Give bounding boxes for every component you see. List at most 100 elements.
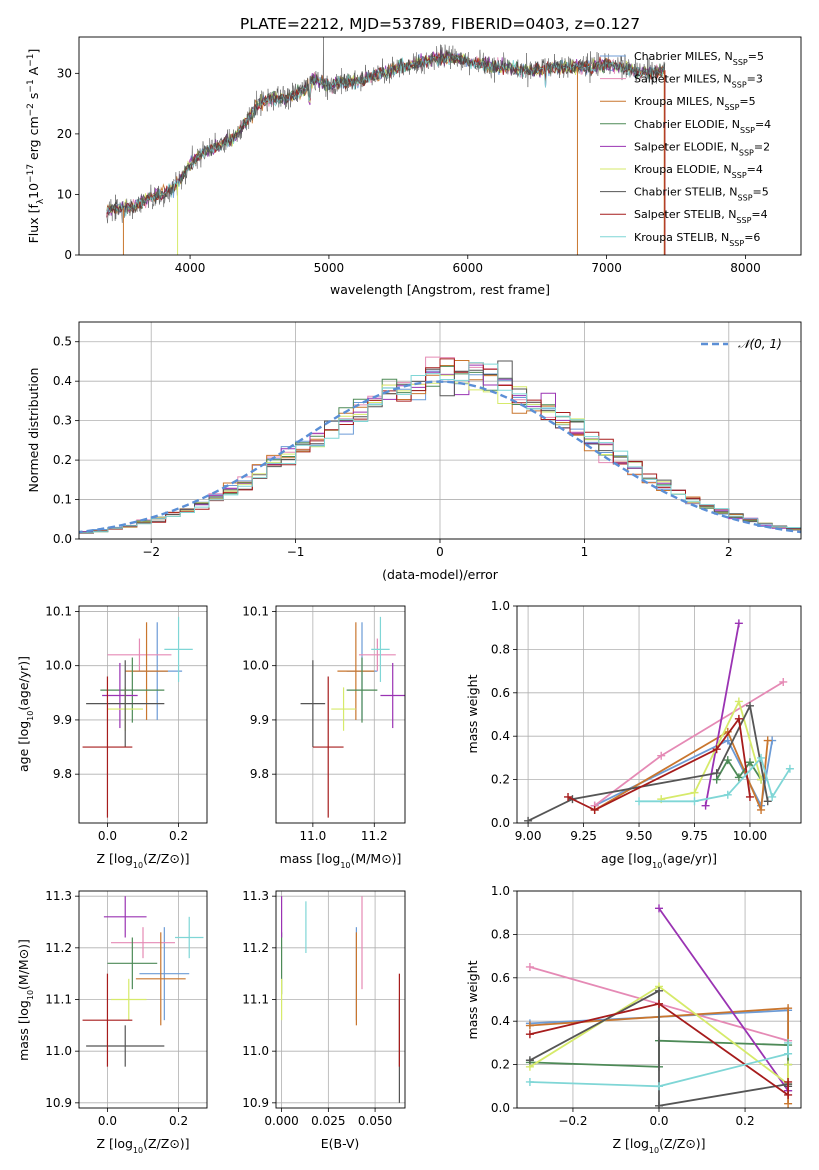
x-tick-label: 9.25 (570, 829, 597, 843)
plot-area (82, 616, 193, 818)
y-tick-label: 9.9 (250, 713, 269, 727)
y-tick-label: 9.8 (250, 767, 269, 781)
x-tick-label: 1 (581, 545, 589, 559)
legend-label-sub: SSP (724, 103, 739, 112)
weight-line-kroupa-elodie (661, 698, 762, 800)
x-tick-label: 0.0 (649, 1114, 668, 1128)
axis-label-part: mass [ (16, 1019, 31, 1061)
axis-label-part: (Z/Z⊙)] (143, 1136, 189, 1151)
mass-vs-ebv-panel: 0.000 0.025 0.050 10.9 11.0 11.1 11.2 11.3 E(B-V… (242, 889, 406, 1151)
axis-label-part: age [ (601, 851, 633, 866)
x-tick-label: 5000 (314, 261, 345, 275)
legend-label-sub: SSP (736, 216, 751, 225)
axis-label-sub: 10 (649, 1146, 659, 1155)
x-tick-label: 2 (725, 545, 733, 559)
weight-marker-kroupa-stelib (784, 1038, 793, 1047)
axis-label-part: log (321, 851, 340, 866)
histogram-kroupa-stelib (79, 362, 801, 536)
axis-label-sub: 10 (133, 861, 143, 870)
weight-line-kroupa-stelib (639, 756, 791, 803)
y-tick-label: 10.9 (242, 1096, 269, 1110)
legend-label-tail: =4 (755, 118, 771, 131)
y-tick-label: 0.6 (491, 686, 510, 700)
y-axis-label-part: A (26, 66, 41, 79)
gaussian-reference-line (79, 380, 801, 534)
plot-area (82, 896, 204, 1067)
y-axis-label: mass [log10(M/M⊙)] (16, 939, 35, 1061)
plot-area (525, 904, 793, 1108)
y-tick-label: 10.9 (45, 1096, 72, 1110)
y-tick-label: 0.6 (491, 971, 510, 985)
x-tick-label: −2 (142, 545, 160, 559)
legend-label-kroupa-miles: Kroupa MILES, NSSP=5 (634, 95, 756, 112)
y-tick-label: 11.0 (242, 1044, 269, 1058)
weight-line-salpeter-elodie (704, 623, 740, 806)
model-spectrum-line-chabrier-miles (106, 51, 665, 214)
y-tick-label: 9.8 (53, 767, 72, 781)
y-tick-label: 0.5 (53, 335, 72, 349)
axes-frame (78, 321, 802, 540)
weight-marker-chabrier-stelib (655, 1101, 663, 1108)
axis-label-part: age [ (16, 740, 31, 772)
x-axis-label: E(B-V) (321, 1136, 360, 1151)
weight-marker-chabrier-stelib (712, 769, 721, 778)
weight-marker-salpeter-miles (657, 751, 666, 760)
x-tick-label: 0.0 (98, 829, 117, 843)
legend-label-chabrier-miles: Chabrier MILES, NSSP=5 (634, 50, 764, 67)
weight-marker-salpeter-stelib (590, 805, 599, 814)
y-axis-label: age [log10(age/yr)] (16, 656, 35, 772)
y-tick-label: 0.0 (491, 1101, 510, 1115)
legend-label-tail: =3 (747, 73, 763, 86)
axis-label-part: log (630, 1136, 649, 1151)
weight-marker-chabrier-stelib (525, 1056, 534, 1065)
weight-line-kroupa-stelib (529, 1042, 789, 1088)
weight-marker-salpeter-miles (779, 677, 788, 686)
y-tick-label: 0.2 (491, 1058, 510, 1072)
weight-marker-kroupa-stelib (655, 1082, 663, 1091)
x-axis-label: Z [log10(Z/Z⊙)] (96, 851, 189, 870)
y-axis-label: mass weight (465, 674, 480, 753)
weight-marker-salpeter-stelib (712, 745, 721, 754)
y-axis-label: mass weight (465, 960, 480, 1039)
y-tick-label: 11.1 (242, 993, 269, 1007)
x-tick-label: 0.2 (169, 829, 188, 843)
x-tick-label: 4000 (175, 261, 206, 275)
y-tick-label: 30 (57, 66, 72, 80)
x-tick-label: 10.00 (733, 829, 767, 843)
axes-frame (275, 890, 406, 1109)
axes-frame (78, 605, 208, 824)
weight-marker-kroupa-miles (763, 736, 772, 745)
y-tick-label: 11.2 (242, 941, 269, 955)
legend-label-sub: SSP (733, 58, 748, 67)
model-spectrum-line-chabrier-stelib (106, 54, 665, 216)
x-tick-label: −1 (287, 545, 305, 559)
weight-marker-chabrier-stelib (524, 816, 533, 823)
axis-label-part: Z [ (96, 1136, 113, 1151)
weight-marker-kroupa-elodie (690, 788, 699, 797)
axis-label-part: log (16, 1000, 31, 1019)
weight-line-salpeter-elodie (658, 907, 789, 1092)
weight-marker-chabrier-stelib (655, 986, 663, 995)
weight-marker-chabrier-elodie (745, 758, 754, 767)
y-tick-label: 10.0 (242, 659, 269, 673)
weight-marker-kroupa-elodie (784, 1060, 793, 1069)
axis-label-part: log (114, 851, 133, 866)
legend-label-sub: SSP (732, 80, 747, 89)
y-axis-label-sup: −2 (26, 103, 36, 116)
y-tick-label: 10.0 (45, 659, 72, 673)
y-tick-label: 11.3 (242, 889, 269, 903)
model-spectrum-line-kroupa-elodie (106, 53, 665, 213)
axis-label-sub: 10 (340, 861, 350, 870)
weight-marker-kroupa-stelib (768, 792, 777, 801)
x-axis-label: mass [log10(M/M⊙)] (280, 851, 402, 870)
y-axis-label-sup: −17 (26, 164, 36, 183)
axis-label-part: (age/yr)] (662, 851, 717, 866)
legend-label-kroupa-elodie: Kroupa ELODIE, NSSP=4 (634, 163, 763, 180)
observed-spectrum-line (106, 37, 666, 224)
weight-marker-chabrier-stelib (745, 701, 754, 710)
weight-marker-kroupa-elodie (734, 697, 743, 706)
plot-area (281, 896, 400, 1103)
y-tick-label: 9.9 (53, 713, 72, 727)
y-tick-label: 1.0 (491, 599, 510, 613)
